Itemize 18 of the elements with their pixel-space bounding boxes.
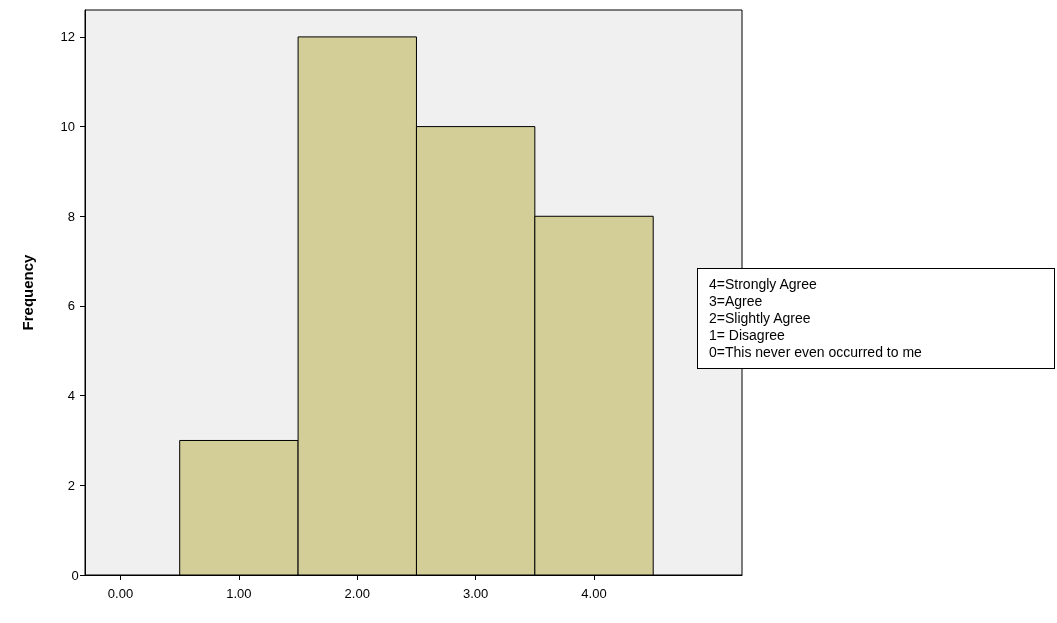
y-tick-label: 0 bbox=[71, 567, 79, 583]
x-tick-label: 4.00 bbox=[581, 586, 607, 601]
annotation: 4=Strongly Agree bbox=[709, 276, 818, 293]
y-tick-label: 6 bbox=[67, 298, 75, 314]
x-tick-label: 1.00 bbox=[226, 586, 252, 601]
annotation: 0=This never even occurred to me bbox=[709, 344, 923, 361]
x-tick-label: 0.00 bbox=[107, 586, 134, 601]
y-tick-label: 10 bbox=[60, 119, 75, 135]
annotation: 1= Disagree bbox=[709, 327, 786, 344]
y-tick-label: 8 bbox=[67, 208, 75, 224]
annotation: 3=Agree bbox=[709, 293, 764, 310]
annotation: 2=Slightly Agree bbox=[709, 310, 812, 327]
y-tick-label: 2 bbox=[67, 477, 75, 493]
x-tick-label: 3.00 bbox=[462, 586, 489, 601]
y-tick-label: 4 bbox=[67, 388, 75, 404]
y-tick-label: 12 bbox=[60, 29, 75, 45]
y-axis-title: Frequency bbox=[19, 253, 36, 331]
x-tick-label: 2.00 bbox=[344, 586, 370, 601]
